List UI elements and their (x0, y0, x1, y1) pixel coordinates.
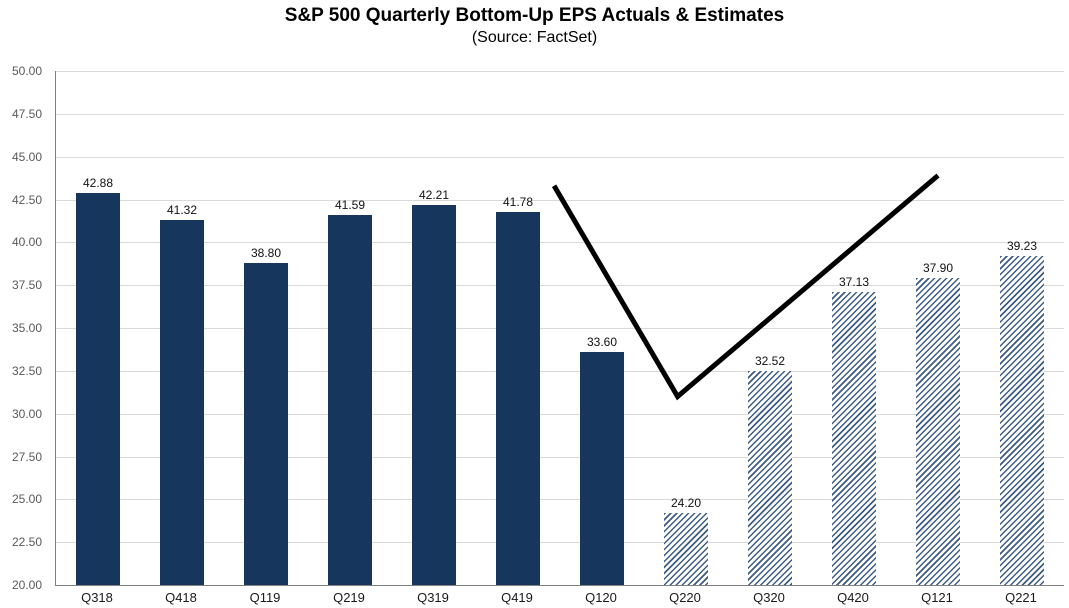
bar-q121 (916, 278, 960, 585)
bar-value-label: 41.32 (166, 202, 198, 217)
x-tick-label: Q320 (753, 590, 785, 605)
bar-value-label: 41.78 (502, 194, 534, 209)
bar-q319 (412, 204, 456, 585)
bar-q220 (664, 513, 708, 585)
bar-q119 (244, 262, 288, 585)
gridline (56, 242, 1064, 244)
x-tick-label: Q318 (81, 590, 113, 605)
x-tick-label: Q220 (669, 590, 701, 605)
bar-value-label: 39.23 (1006, 238, 1038, 253)
gridline (56, 328, 1064, 329)
bar-value-label: 37.13 (838, 274, 870, 289)
bar-q320 (748, 370, 792, 585)
bar-q420 (832, 291, 876, 585)
y-tick-label: 25.00 (11, 492, 42, 507)
y-tick-label: 32.50 (11, 363, 42, 378)
gridline (56, 71, 1064, 72)
x-tick-label: Q319 (417, 590, 449, 605)
y-tick-label: 47.50 (11, 106, 42, 121)
y-tick-label: 20.00 (11, 578, 42, 592)
y-tick-label: 40.00 (11, 235, 42, 250)
bar-q120 (580, 352, 624, 585)
y-tick-label: 37.50 (11, 278, 42, 293)
plot-area: 42.88 41.32 38.80 41.59 42.21 41.78 33.60 24.20… (55, 71, 1064, 586)
gridline (56, 156, 1064, 158)
y-tick-label: 45.00 (11, 149, 42, 164)
y-tick-label: 50.00 (11, 64, 42, 78)
bar-q219 (328, 215, 372, 585)
gridline (56, 285, 1064, 287)
x-tick-label: Q121 (921, 590, 953, 605)
bar-q318 (76, 193, 120, 585)
gridline (56, 499, 1064, 501)
y-tick-label: 30.00 (11, 406, 42, 421)
y-axis: 50.00 47.50 45.00 42.50 40.00 37.50 35.00 32.50… (0, 64, 48, 592)
x-tick-label: Q119 (249, 590, 281, 605)
gridline (56, 542, 1064, 544)
gridline (56, 370, 1064, 372)
gridline (56, 456, 1064, 458)
bar-q419 (496, 211, 540, 585)
bar-value-label: 38.80 (250, 245, 282, 260)
bar-value-label: 42.21 (418, 187, 450, 202)
bar-value-label: 24.20 (670, 496, 702, 510)
bar-q418 (160, 219, 204, 585)
bar-value-label: 37.90 (922, 261, 954, 276)
bar-value-label: 41.59 (334, 198, 366, 213)
gridline (56, 199, 1064, 201)
bar-q221 (1000, 255, 1044, 585)
y-tick-label: 22.50 (11, 535, 42, 550)
gridline (56, 113, 1064, 115)
y-tick-label: 42.50 (11, 192, 42, 207)
bar-value-label: 42.88 (82, 176, 114, 190)
x-tick-label: Q418 (165, 590, 197, 605)
bar-value-label: 33.60 (586, 335, 618, 349)
x-axis: Q318 Q418 Q119 Q219 Q319 Q419 Q120 Q220 Q320 Q420… (55, 590, 1063, 606)
y-tick-label: 27.50 (11, 449, 42, 464)
x-tick-label: Q221 (1005, 590, 1037, 605)
y-tick-label: 35.00 (11, 321, 42, 335)
x-tick-label: Q120 (585, 590, 617, 605)
gridline (56, 413, 1064, 415)
chart-subtitle: (Source: FactSet) (471, 29, 598, 46)
x-tick-label: Q219 (333, 590, 365, 605)
chart-title: S&P 500 Quarterly Bottom-Up EPS Actuals … (284, 5, 785, 26)
x-tick-label: Q419 (501, 590, 533, 605)
bar-value-label: 32.52 (754, 353, 786, 368)
x-tick-label: Q420 (837, 590, 869, 605)
